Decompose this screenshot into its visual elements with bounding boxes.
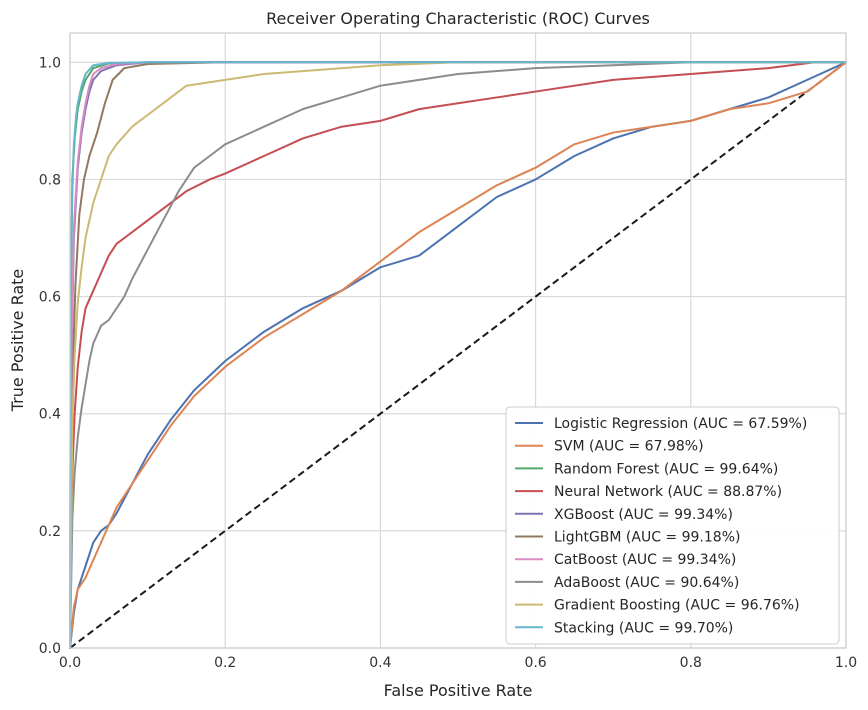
legend-label: SVM (AUC = 67.98%) [554,439,704,455]
legend: Logistic Regression (AUC = 67.59%) SVM (A… [505,406,840,645]
x-tick-label: 0.0 [59,655,81,671]
legend-label: Gradient Boosting (AUC = 96.76%) [554,598,800,614]
legend-label: Logistic Regression (AUC = 67.59%) [554,416,807,432]
x-tick-label: 0.6 [524,655,546,671]
series-line-4 [69,61,847,649]
legend-label: Neural Network (AUC = 88.87%) [554,484,782,500]
legend-label: CatBoost (AUC = 99.34%) [554,552,736,568]
y-tick-label: 1.0 [39,55,61,71]
series-line-9 [69,61,847,649]
series-line-2 [69,61,847,649]
legend-label: LightGBM (AUC = 99.18%) [554,530,740,546]
legend-label: AdaBoost (AUC = 90.64%) [554,575,739,591]
reference-diagonal-line [69,61,847,649]
y-tick-label: 0.4 [39,407,61,423]
y-axis-title: True Positive Rate [8,269,27,413]
legend-box [505,406,840,645]
series-line-8 [69,61,847,649]
x-tick-label: 1.0 [835,655,857,671]
legend-label: Random Forest (AUC = 99.64%) [554,461,778,477]
y-tick-label: 0.0 [39,641,61,657]
x-axis-title: False Positive Rate [384,681,533,700]
legend-label: XGBoost (AUC = 99.34%) [554,507,733,523]
x-tick-label: 0.8 [680,655,702,671]
y-tick-label: 0.6 [39,290,61,306]
y-tick-label: 0.8 [39,172,61,188]
plot-frame [69,32,847,649]
series-line-10 [69,61,847,649]
x-tick-label: 0.2 [214,655,236,671]
x-tick-label: 0.4 [369,655,391,671]
chart-title: Receiver Operating Characteristic (ROC) … [266,9,650,28]
legend-label: Stacking (AUC = 99.70%) [554,620,733,636]
y-tick-label: 0.2 [39,524,61,540]
